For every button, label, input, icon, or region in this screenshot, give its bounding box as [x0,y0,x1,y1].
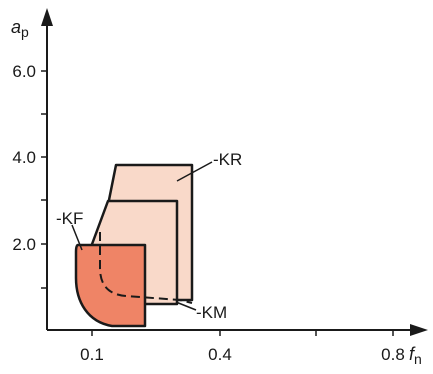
x-ticks [91,330,394,336]
region-kf [74,243,147,328]
x-tick-label-0-4: 0.4 [208,345,232,364]
label-kf: -KF [56,209,83,228]
y-ticks [41,70,47,289]
x-axis-title-main: f [409,344,416,364]
label-km: -KM [196,303,227,322]
x-axis-title-subscript: n [414,351,422,367]
y-tick-label-2: 2.0 [12,235,36,254]
y-axis-title-main: a [11,17,21,37]
y-tick-label-4: 4.0 [12,148,36,167]
label-kr: -KR [213,150,242,169]
y-axis-arrowhead [41,8,53,26]
region-km-hidden-boundary [99,232,193,304]
y-axis-title: ap [11,17,29,40]
x-axis-arrowhead [410,324,428,336]
leader-line-km [175,301,197,311]
x-tick-label-0-1: 0.1 [80,345,104,364]
leader-line-kf [71,224,83,251]
leader-line-kr [176,161,213,182]
y-tick-label-6: 6.0 [12,62,36,81]
x-axis-title: fn [409,344,422,367]
y-axis-title-subscript: p [21,24,29,40]
x-tick-label-0-8: 0.8 [381,345,405,364]
